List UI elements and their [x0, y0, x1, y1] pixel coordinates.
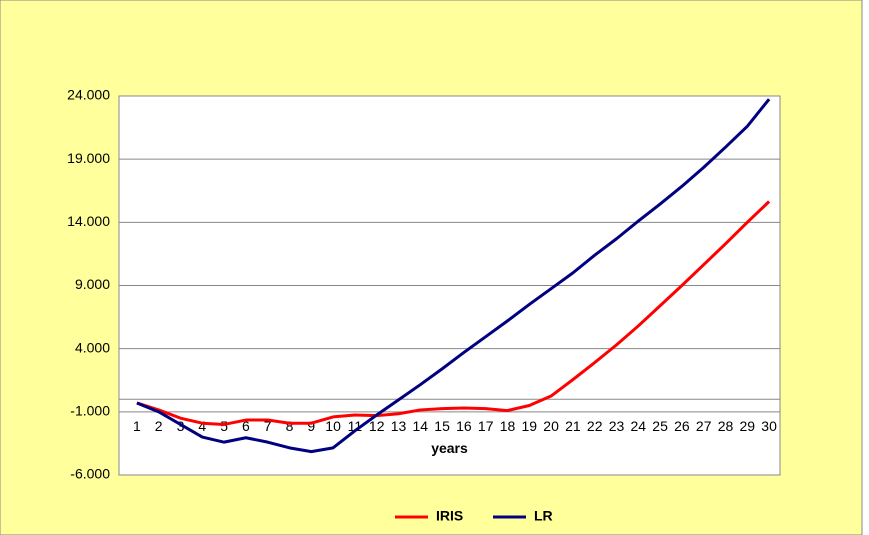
y-tick-label: 4.000 — [75, 339, 110, 355]
x-tick-label: 8 — [286, 418, 294, 434]
x-axis-title: years — [431, 440, 468, 456]
x-tick-label: 20 — [543, 418, 559, 434]
x-tick-label: 17 — [478, 418, 494, 434]
x-tick-label: 27 — [696, 418, 712, 434]
x-tick-label: 12 — [369, 418, 385, 434]
x-tick-label: 1 — [133, 418, 141, 434]
y-tick-label: -6.000 — [70, 466, 110, 482]
x-tick-label: 24 — [631, 418, 647, 434]
legend-label: IRIS — [436, 508, 463, 524]
x-tick-label: 22 — [587, 418, 603, 434]
x-tick-label: 16 — [456, 418, 472, 434]
series-line — [136, 200, 771, 426]
x-tick-label: 19 — [522, 418, 538, 434]
x-tick-label: 13 — [391, 418, 407, 434]
y-tick-label: 24.000 — [67, 87, 110, 103]
x-tick-label: 9 — [307, 418, 315, 434]
x-tick-label: 6 — [242, 418, 250, 434]
x-tick-label: 26 — [674, 418, 690, 434]
legend-label: LR — [534, 508, 553, 524]
y-tick-label: -1.000 — [70, 403, 110, 419]
x-tick-label: 11 — [348, 418, 363, 434]
series-line — [136, 98, 771, 454]
x-tick-label: 25 — [652, 418, 668, 434]
x-tick-label: 2 — [155, 418, 163, 434]
x-tick-label: 23 — [609, 418, 625, 434]
x-tick-label: 10 — [325, 418, 341, 434]
x-tick-label: 30 — [761, 418, 777, 434]
y-tick-label: 9.000 — [75, 276, 110, 292]
x-tick-label: 18 — [500, 418, 516, 434]
x-tick-label: 28 — [718, 418, 734, 434]
x-tick-label: 14 — [413, 418, 429, 434]
y-tick-label: 14.000 — [67, 213, 110, 229]
x-tick-label: 15 — [434, 418, 450, 434]
y-tick-label: 19.000 — [67, 150, 110, 166]
x-tick-label: 7 — [264, 418, 272, 434]
x-tick-label: 21 — [565, 418, 581, 434]
x-tick-label: 29 — [740, 418, 756, 434]
x-tick-label: 4 — [198, 418, 206, 434]
